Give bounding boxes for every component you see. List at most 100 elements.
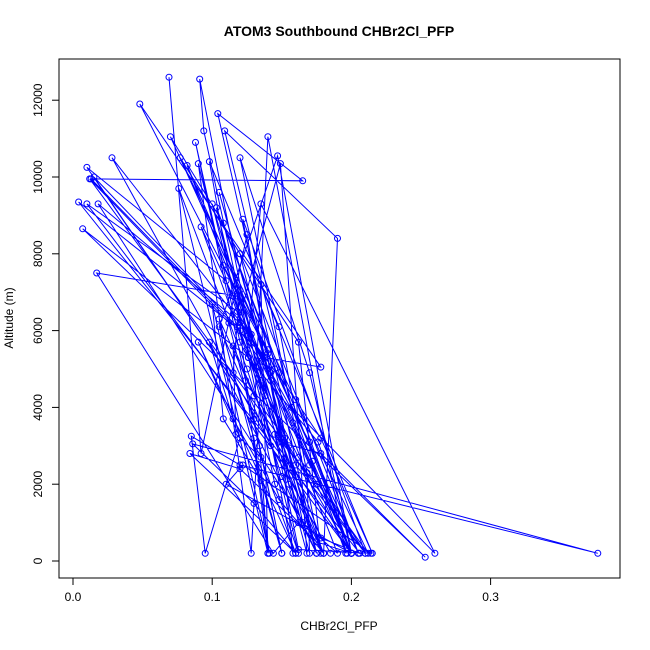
data-point [229, 292, 237, 300]
data-point [236, 338, 244, 346]
data-point [233, 307, 241, 315]
data-point [292, 396, 300, 404]
data-point [229, 342, 237, 350]
y-tick-label: 8000 [31, 240, 45, 267]
x-axis-label: CHBr2Cl_PFP [300, 619, 377, 633]
data-point [243, 365, 251, 373]
data-point [264, 133, 272, 141]
data-point [175, 185, 183, 192]
y-tick-label: 0 [31, 557, 45, 564]
plot-frame [58, 58, 621, 579]
data-point [219, 219, 227, 227]
y-axis: 0 2000 4000 6000 8000 10000 12000 [31, 83, 59, 564]
data-point [214, 110, 222, 118]
data-point [288, 403, 295, 411]
data-point [303, 549, 311, 557]
data-point [295, 453, 302, 461]
data-point [194, 160, 202, 168]
data-point [239, 461, 247, 469]
data-point [83, 200, 91, 208]
data-point [250, 415, 258, 423]
data-point [274, 152, 282, 160]
data-point [261, 392, 269, 400]
data-point [93, 269, 101, 277]
data-point [244, 354, 252, 361]
data-point [275, 323, 283, 331]
data-point [229, 369, 237, 377]
data-point [257, 357, 265, 365]
data-point [194, 338, 202, 346]
data-point [257, 200, 265, 208]
data-point [165, 73, 173, 81]
data-point [212, 204, 220, 212]
data-point [354, 549, 362, 557]
data-point [271, 480, 279, 488]
data-point [205, 338, 213, 346]
data-point [267, 442, 275, 450]
data-point [236, 319, 244, 327]
y-tick-label: 12000 [31, 83, 45, 117]
data-point [278, 473, 286, 480]
data-point [229, 415, 237, 423]
data-point [347, 549, 355, 557]
data-point [313, 480, 321, 488]
data-point [594, 549, 602, 557]
data-point [242, 377, 250, 384]
data-point [421, 553, 429, 561]
data-point [236, 327, 244, 335]
data-point [86, 175, 94, 183]
data-point [250, 392, 258, 400]
data-point [314, 438, 322, 446]
data-point [166, 133, 174, 141]
chart-title: ATOM3 Southbound CHBr2Cl_PFP [224, 23, 454, 39]
data-point [327, 549, 334, 557]
data-point [367, 549, 375, 557]
data-point [265, 549, 273, 557]
data-point [196, 75, 204, 83]
data-point [208, 300, 216, 308]
x-tick-label: 0.2 [343, 590, 360, 604]
x-tick-label: 0.3 [482, 590, 499, 604]
data-point [176, 154, 184, 162]
y-tick-label: 4000 [31, 394, 45, 421]
data-point [225, 319, 233, 327]
data-point [320, 549, 328, 557]
data-point [281, 434, 289, 442]
data-point [275, 430, 283, 438]
data-point [264, 350, 272, 358]
data-point [239, 215, 247, 223]
data-point [313, 538, 321, 546]
data-point [278, 549, 286, 557]
data-point [222, 480, 230, 488]
data-point [295, 546, 302, 553]
data-point [257, 377, 265, 384]
data-point [317, 549, 325, 557]
data-point [306, 549, 314, 557]
data-series [75, 73, 602, 561]
data-point [236, 250, 244, 258]
data-point [334, 549, 341, 557]
data-point [222, 277, 230, 285]
data-point [247, 549, 255, 557]
y-tick-label: 6000 [31, 317, 45, 344]
data-point [317, 363, 325, 371]
data-point [205, 158, 213, 166]
data-point [306, 438, 314, 446]
data-point [232, 430, 240, 438]
data-point [236, 154, 244, 162]
data-point [317, 534, 325, 542]
data-point [303, 469, 311, 477]
data-point [343, 549, 351, 557]
data-point [334, 234, 341, 242]
data-point [247, 330, 255, 338]
data-point [264, 346, 272, 354]
data-point [192, 138, 199, 146]
data-point [271, 365, 279, 373]
data-point [295, 338, 302, 346]
data-point [250, 434, 258, 442]
data-point [215, 315, 223, 323]
data-point [90, 173, 98, 181]
data-point [256, 442, 263, 450]
data-point [267, 377, 275, 384]
